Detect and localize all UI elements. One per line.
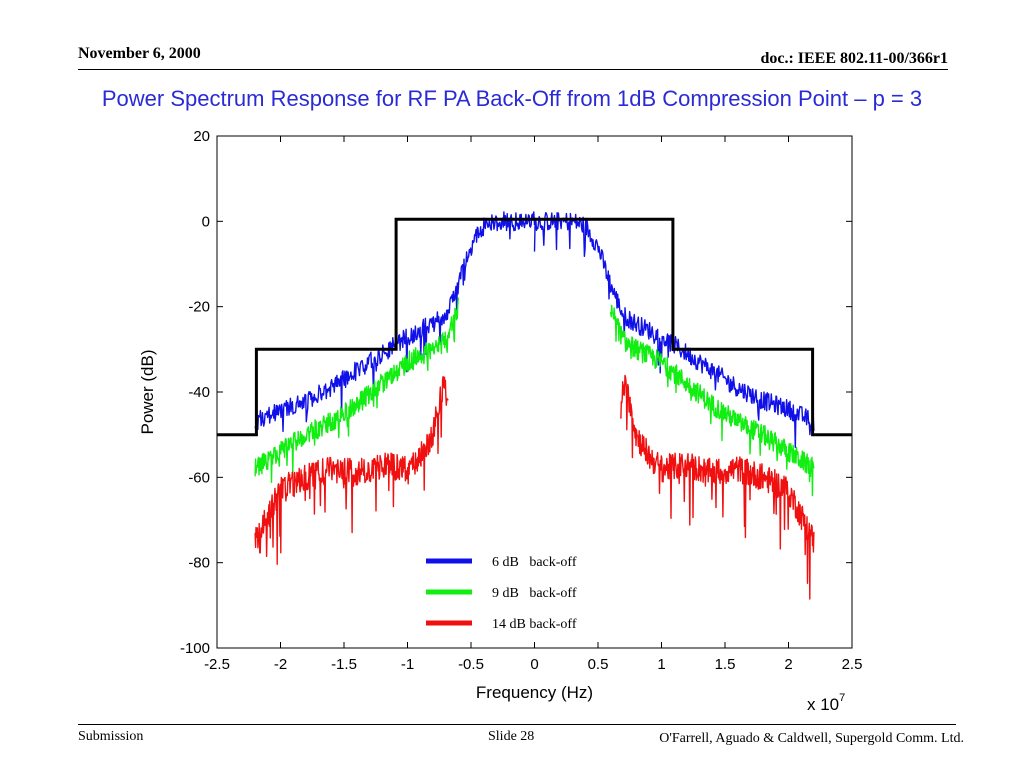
x-axis-label: Frequency (Hz): [476, 683, 593, 702]
x-multiplier-exponent: 7: [839, 692, 845, 704]
legend-label-3: 14 dB back-off: [492, 617, 577, 632]
x-tick-label: -0.5: [458, 656, 484, 673]
y-axis-label: Power (dB): [138, 349, 157, 434]
series-line-3-left: [254, 375, 449, 565]
series-layer: [254, 211, 815, 600]
ticks-layer: -2.5 -2 -1.5 -1 -0.5 0 0.5 1 1.5 2 2.5 20 0 -20 -40 -60…: [180, 128, 862, 673]
x-tick-label: 0: [530, 656, 538, 673]
legend-label-1: 6 dB back-off: [492, 555, 577, 570]
x-tick-label: 2: [784, 656, 792, 673]
slide-date: November 6, 2000: [78, 45, 201, 62]
y-tick-label: -100: [180, 640, 210, 657]
x-tick-label: 1.5: [715, 656, 736, 673]
spectral-mask-line: [217, 217, 852, 437]
x-tick-label: -1.5: [331, 656, 357, 673]
x-tick-label: -1: [401, 656, 414, 673]
series-line-3-right: [620, 374, 815, 600]
footer-authors: O'Farrell, Aguado & Caldwell, Supergold …: [659, 731, 964, 746]
x-tick-label: 2.5: [842, 656, 863, 673]
header-rule: [78, 69, 948, 70]
legend: 6 dB back-off 9 dB back-off 14 dB back-off: [418, 548, 608, 636]
x-multiplier-base: x 10: [807, 695, 839, 714]
y-tick-label: -40: [188, 384, 210, 401]
y-tick-label: 20: [193, 128, 210, 145]
x-tick-label: -2.5: [204, 656, 230, 673]
x-tick-label: 1: [657, 656, 665, 673]
footer-submission: Submission: [78, 729, 144, 744]
series-line-2-left: [254, 297, 459, 483]
y-tick-label: -60: [188, 469, 210, 486]
footer-slide-number: Slide 28: [488, 729, 535, 744]
slide-title: Power Spectrum Response for RF PA Back-O…: [101, 86, 923, 111]
mask-layer: [217, 217, 852, 437]
y-tick-label: 0: [202, 213, 210, 230]
y-tick-label: -20: [188, 299, 210, 316]
x-multiplier: x 107: [807, 692, 845, 714]
x-tick-label: 0.5: [588, 656, 609, 673]
x-tick-label: -2: [274, 656, 287, 673]
doc-id: doc.: IEEE 802.11-00/366r1: [760, 50, 948, 67]
y-tick-label: -80: [188, 555, 210, 572]
series-line-1-right: [533, 212, 815, 449]
legend-label-2: 9 dB back-off: [492, 586, 577, 601]
series-line-2-right: [610, 304, 815, 497]
footer-rule: [78, 724, 956, 725]
